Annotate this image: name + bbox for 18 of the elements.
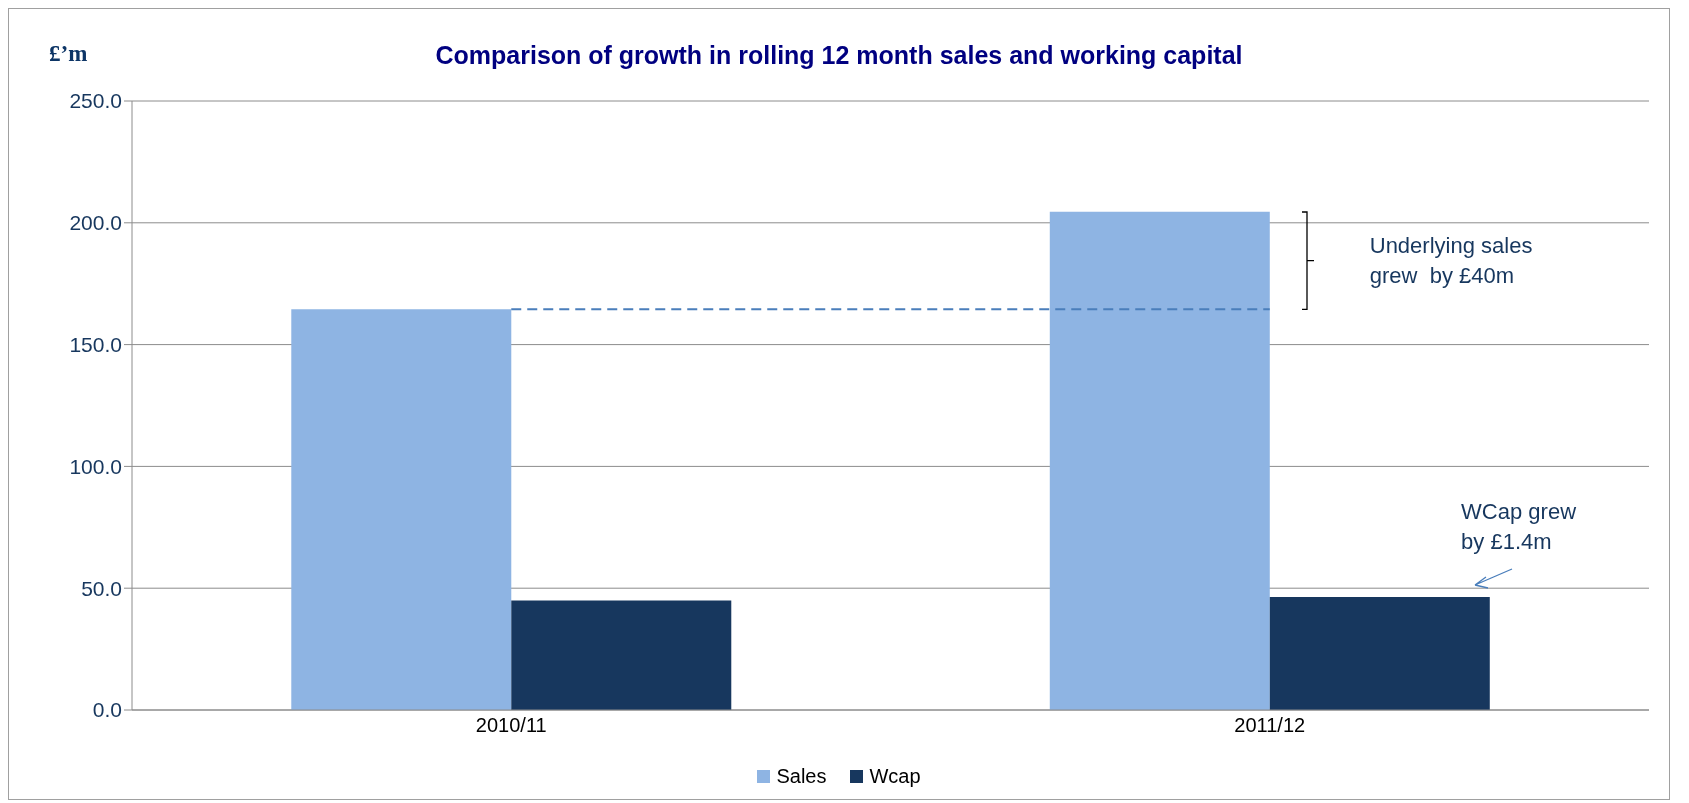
y-tick-label: 250.0 <box>69 89 122 113</box>
legend-label: Wcap <box>868 765 921 788</box>
bar <box>511 600 732 710</box>
y-tick-label: 100.0 <box>69 454 122 478</box>
x-tick-label: 2011/12 <box>1234 714 1306 737</box>
y-tick-label: 200.0 <box>69 211 122 235</box>
y-tick-label: 150.0 <box>69 333 122 357</box>
annotation: WCap grew by £1.4m <box>1461 497 1578 556</box>
bar <box>1049 211 1270 710</box>
bar <box>1269 596 1490 710</box>
x-tick-label: 2010/11 <box>475 714 547 737</box>
bar <box>291 309 512 710</box>
annotation: Underlying sales grew by £40m <box>1369 231 1534 290</box>
y-axis-title: £’m <box>49 41 88 67</box>
chart-title: Comparison of growth in rolling 12 month sales and working capital <box>435 41 1243 69</box>
y-tick-label: 50.0 <box>81 576 122 600</box>
legend-label: Sales <box>775 765 827 788</box>
y-tick-label: 0.0 <box>92 698 122 722</box>
